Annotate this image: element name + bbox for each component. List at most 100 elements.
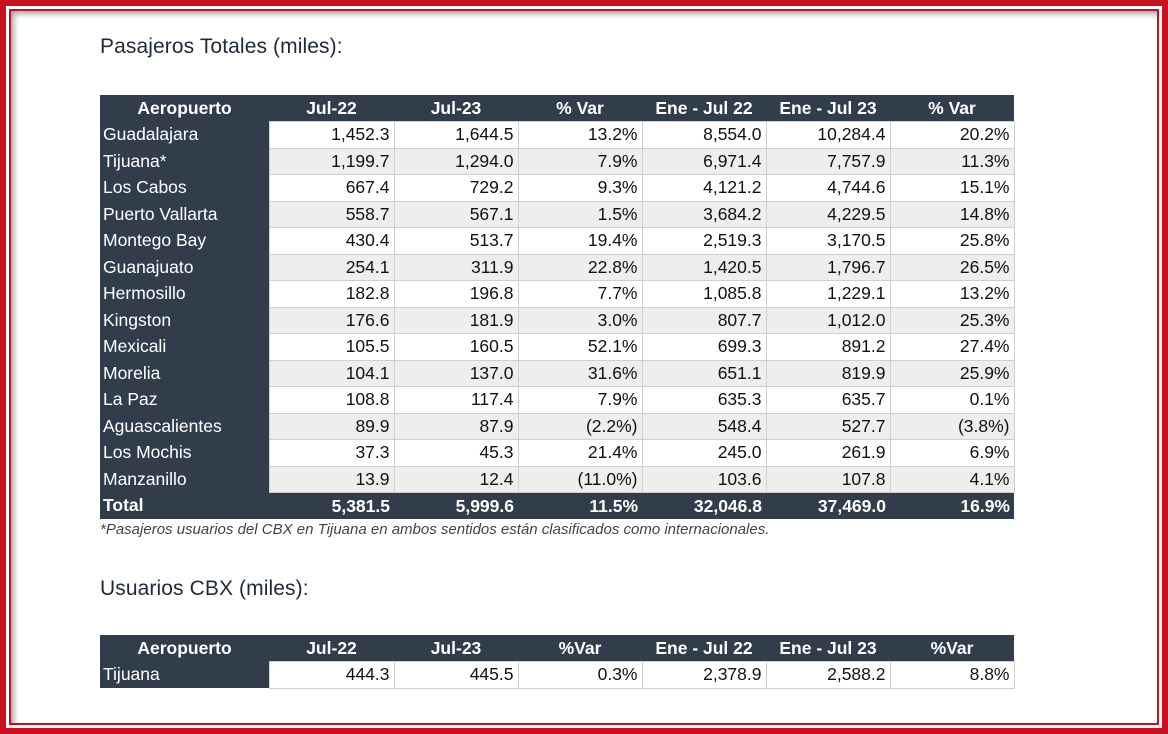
airport-name-cell: Guadalajara	[100, 121, 269, 148]
value-cell: 7.7%	[517, 280, 643, 308]
value-cell: 13.2%	[517, 121, 643, 149]
value-cell: 1,796.7	[765, 253, 891, 281]
header-ene-jul-22: Ene - Jul 22	[642, 95, 766, 122]
value-cell: 87.9	[393, 412, 519, 440]
value-cell: 1,294.0	[393, 147, 519, 175]
value-cell: 25.9%	[889, 359, 1015, 387]
value-cell: 7.9%	[517, 147, 643, 175]
header-ene-jul-23: Ene - Jul 23	[766, 95, 890, 122]
airport-name-cell: La Paz	[100, 386, 269, 413]
passengers-section-title: Pasajeros Totales (miles):	[100, 35, 343, 58]
value-cell: 107.8	[765, 465, 891, 493]
table-row: Tijuana 444.3 445.5 0.3% 2,378.9 2,588.2 8.8%	[100, 661, 1015, 689]
value-cell: 20.2%	[889, 121, 1015, 149]
value-cell: 651.1	[641, 359, 767, 387]
value-cell: 2,588.2	[765, 661, 891, 689]
value-cell: 37.3	[268, 439, 395, 467]
value-cell: 6.9%	[889, 439, 1015, 467]
value-cell: 19.4%	[517, 227, 643, 255]
header-ene-jul-23: Ene - Jul 23	[766, 635, 890, 662]
table-header-row: Aeropuerto Jul-22 Jul-23 % Var Ene - Jul…	[100, 95, 1014, 122]
value-cell: 0.3%	[517, 661, 643, 689]
value-cell: 1.5%	[517, 200, 643, 228]
table-row: Guanajuato 254.1 311.9 22.8% 1,420.5 1,796.7 2…	[100, 253, 1015, 281]
airport-name-cell: Kingston	[100, 307, 269, 334]
value-cell: 196.8	[393, 280, 519, 308]
value-cell: 176.6	[268, 306, 395, 334]
value-cell: 1,229.1	[765, 280, 891, 308]
value-cell: 11.3%	[889, 147, 1015, 175]
value-cell: 22.8%	[517, 253, 643, 281]
total-value-cell: 16.9%	[890, 492, 1014, 519]
airport-name-cell: Aguascalientes	[100, 413, 269, 440]
value-cell: (3.8%)	[889, 412, 1015, 440]
airport-name-cell: Hermosillo	[100, 280, 269, 307]
value-cell: 261.9	[765, 439, 891, 467]
value-cell: 89.9	[268, 412, 395, 440]
table-row: Guadalajara 1,452.3 1,644.5 13.2% 8,554.0 10,…	[100, 121, 1015, 149]
header-jul-22: Jul-22	[269, 635, 394, 662]
value-cell: 21.4%	[517, 439, 643, 467]
value-cell: (2.2%)	[517, 412, 643, 440]
value-cell: 25.8%	[889, 227, 1015, 255]
value-cell: 444.3	[268, 661, 395, 689]
value-cell: 445.5	[393, 661, 519, 689]
header-airport: Aeropuerto	[100, 95, 269, 122]
value-cell: 182.8	[268, 280, 395, 308]
table-row: Montego Bay 430.4 513.7 19.4% 2,519.3 3,170.5…	[100, 227, 1015, 255]
airport-name-cell: Morelia	[100, 360, 269, 387]
airport-name-cell: Los Mochis	[100, 439, 269, 466]
table-row: Manzanillo 13.9 12.4 (11.0%) 103.6 107.8 4.1%	[100, 465, 1015, 493]
value-cell: 105.5	[268, 333, 395, 361]
value-cell: 8,554.0	[641, 121, 767, 149]
value-cell: 1,452.3	[268, 121, 395, 149]
value-cell: 13.9	[268, 465, 395, 493]
value-cell: 7.9%	[517, 386, 643, 414]
value-cell: 699.3	[641, 333, 767, 361]
header-jul-23: Jul-23	[394, 95, 518, 122]
passengers-table: Aeropuerto Jul-22 Jul-23 % Var Ene - Jul…	[100, 95, 1015, 519]
value-cell: 311.9	[393, 253, 519, 281]
value-cell: 6,971.4	[641, 147, 767, 175]
table-row: Los Cabos 667.4 729.2 9.3% 4,121.2 4,744.6 15.…	[100, 174, 1015, 202]
airport-name-cell: Mexicali	[100, 333, 269, 360]
value-cell: 558.7	[268, 200, 395, 228]
value-cell: 4,744.6	[765, 174, 891, 202]
value-cell: 52.1%	[517, 333, 643, 361]
value-cell: 567.1	[393, 200, 519, 228]
airport-name-cell: Tijuana	[100, 661, 269, 688]
value-cell: 4,121.2	[641, 174, 767, 202]
header-jul-22: Jul-22	[269, 95, 394, 122]
total-row: Total 5,381.5 5,999.6 11.5% 32,046.8 37,469.0…	[100, 492, 1014, 519]
value-cell: 4.1%	[889, 465, 1015, 493]
header-jul-23: Jul-23	[394, 635, 518, 662]
value-cell: 12.4	[393, 465, 519, 493]
table-row: Puerto Vallarta 558.7 567.1 1.5% 3,684.2 4,22…	[100, 200, 1015, 228]
value-cell: 1,420.5	[641, 253, 767, 281]
value-cell: 13.2%	[889, 280, 1015, 308]
value-cell: 548.4	[641, 412, 767, 440]
value-cell: 527.7	[765, 412, 891, 440]
table-row: Los Mochis 37.3 45.3 21.4% 245.0 261.9 6.9%	[100, 439, 1015, 467]
table-row: Morelia 104.1 137.0 31.6% 651.1 819.9 25.9%	[100, 359, 1015, 387]
header-airport: Aeropuerto	[100, 635, 269, 662]
value-cell: 15.1%	[889, 174, 1015, 202]
value-cell: 807.7	[641, 306, 767, 334]
airport-name-cell: Montego Bay	[100, 227, 269, 254]
airport-name-cell: Tijuana*	[100, 148, 269, 175]
value-cell: 430.4	[268, 227, 395, 255]
value-cell: 10,284.4	[765, 121, 891, 149]
value-cell: 45.3	[393, 439, 519, 467]
value-cell: 14.8%	[889, 200, 1015, 228]
header-ene-jul-22: Ene - Jul 22	[642, 635, 766, 662]
table-header-row: Aeropuerto Jul-22 Jul-23 %Var Ene - Jul …	[100, 635, 1014, 662]
value-cell: 667.4	[268, 174, 395, 202]
table-row: Tijuana* 1,199.7 1,294.0 7.9% 6,971.4 7,757.9…	[100, 147, 1015, 175]
value-cell: 137.0	[393, 359, 519, 387]
value-cell: 25.3%	[889, 306, 1015, 334]
value-cell: 245.0	[641, 439, 767, 467]
value-cell: 117.4	[393, 386, 519, 414]
value-cell: 4,229.5	[765, 200, 891, 228]
header-var-ytd: %Var	[890, 635, 1014, 662]
